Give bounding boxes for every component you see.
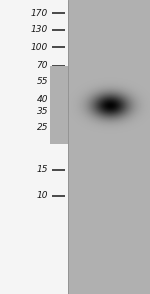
Text: 25: 25: [36, 123, 48, 133]
Bar: [0, 0, 68, 294]
Text: 55: 55: [36, 78, 48, 86]
Text: 35: 35: [36, 106, 48, 116]
Text: 15: 15: [36, 166, 48, 175]
Text: 40: 40: [36, 96, 48, 104]
Bar: [68, 0, 150, 294]
Text: 130: 130: [31, 26, 48, 34]
Text: 170: 170: [31, 9, 48, 18]
Text: 70: 70: [36, 61, 48, 71]
Text: 100: 100: [31, 43, 48, 51]
Text: 10: 10: [36, 191, 48, 201]
